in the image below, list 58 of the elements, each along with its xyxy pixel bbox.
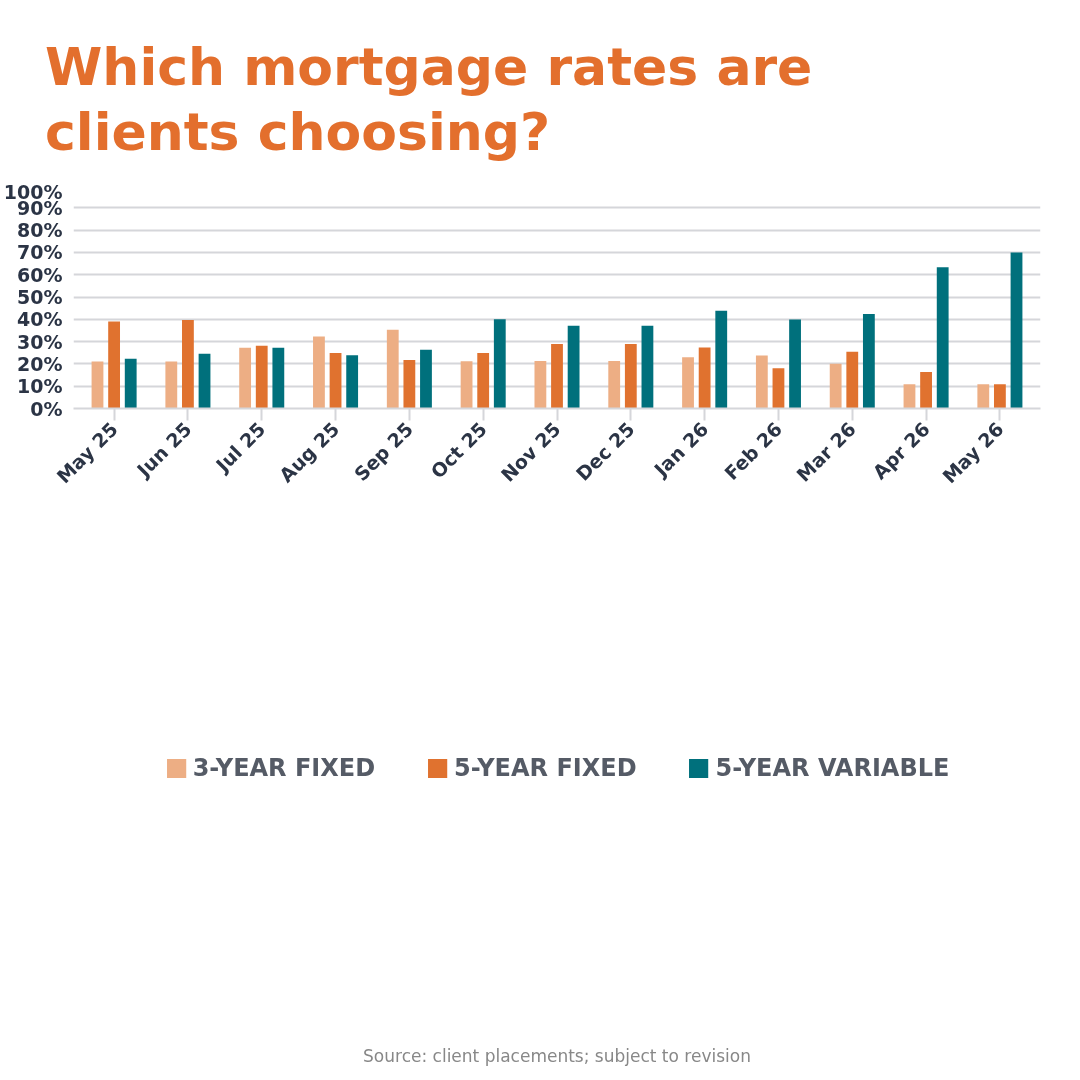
bar: [936, 267, 949, 409]
legend-label: 5-YEAR FIXED: [454, 753, 637, 782]
bar: [403, 359, 416, 409]
bar: [682, 357, 694, 409]
bar: [386, 329, 399, 409]
y-tick-label: 0%: [30, 397, 63, 420]
bar: [862, 313, 875, 409]
bar: [715, 310, 728, 409]
bar: [903, 384, 916, 409]
source-note: Source: client placements; subject to revision: [363, 1045, 751, 1066]
bar: [460, 361, 473, 409]
bar: [551, 344, 563, 409]
bar: [477, 352, 490, 409]
bar: [1010, 252, 1023, 409]
y-tick-label: 80%: [17, 219, 63, 242]
bar: [165, 361, 178, 409]
bar: [829, 363, 842, 409]
x-tick-label: Jul 25: [210, 417, 270, 478]
y-tick-label: 20%: [17, 352, 63, 375]
chart-title: Which mortgage rates are clients choosing?: [45, 36, 814, 164]
bar: [608, 361, 621, 409]
legend-label: 5-YEAR VARIABLE: [715, 753, 950, 782]
bar: [789, 319, 801, 409]
bar: [920, 371, 932, 409]
y-tick-label: 30%: [17, 330, 63, 353]
bar: [313, 336, 325, 409]
bar: [346, 355, 359, 409]
bar: [755, 355, 768, 409]
bar: [772, 368, 785, 409]
bar: [272, 347, 285, 409]
bar: [239, 347, 252, 409]
y-tick-label: 60%: [17, 263, 63, 286]
y-tick-label: 40%: [17, 308, 63, 331]
bar: [994, 384, 1006, 409]
bar: [108, 321, 120, 409]
bar: [698, 347, 711, 409]
x-tick-label: Sep 25: [349, 417, 418, 486]
x-tick-label: Jan 26: [648, 417, 713, 482]
bar: [493, 319, 506, 409]
bar: [198, 353, 211, 409]
y-tick-label: 10%: [17, 375, 63, 398]
bar: [329, 352, 342, 409]
bar: [124, 358, 137, 409]
bar: [534, 361, 547, 409]
x-tick-label: Oct 25: [426, 417, 491, 483]
bar: [624, 344, 637, 409]
x-tick-label: Feb 26: [719, 417, 787, 485]
bar: [977, 384, 990, 409]
y-tick-label: 70%: [17, 241, 63, 264]
legend-label: 3-YEAR FIXED: [192, 753, 376, 782]
bar: [255, 345, 268, 409]
bar: [641, 325, 654, 409]
bar: [182, 319, 194, 409]
bar: [420, 349, 432, 409]
y-tick-label: 50%: [17, 286, 63, 308]
bar: [846, 351, 859, 409]
bar: [567, 325, 580, 409]
bar: [91, 361, 104, 409]
